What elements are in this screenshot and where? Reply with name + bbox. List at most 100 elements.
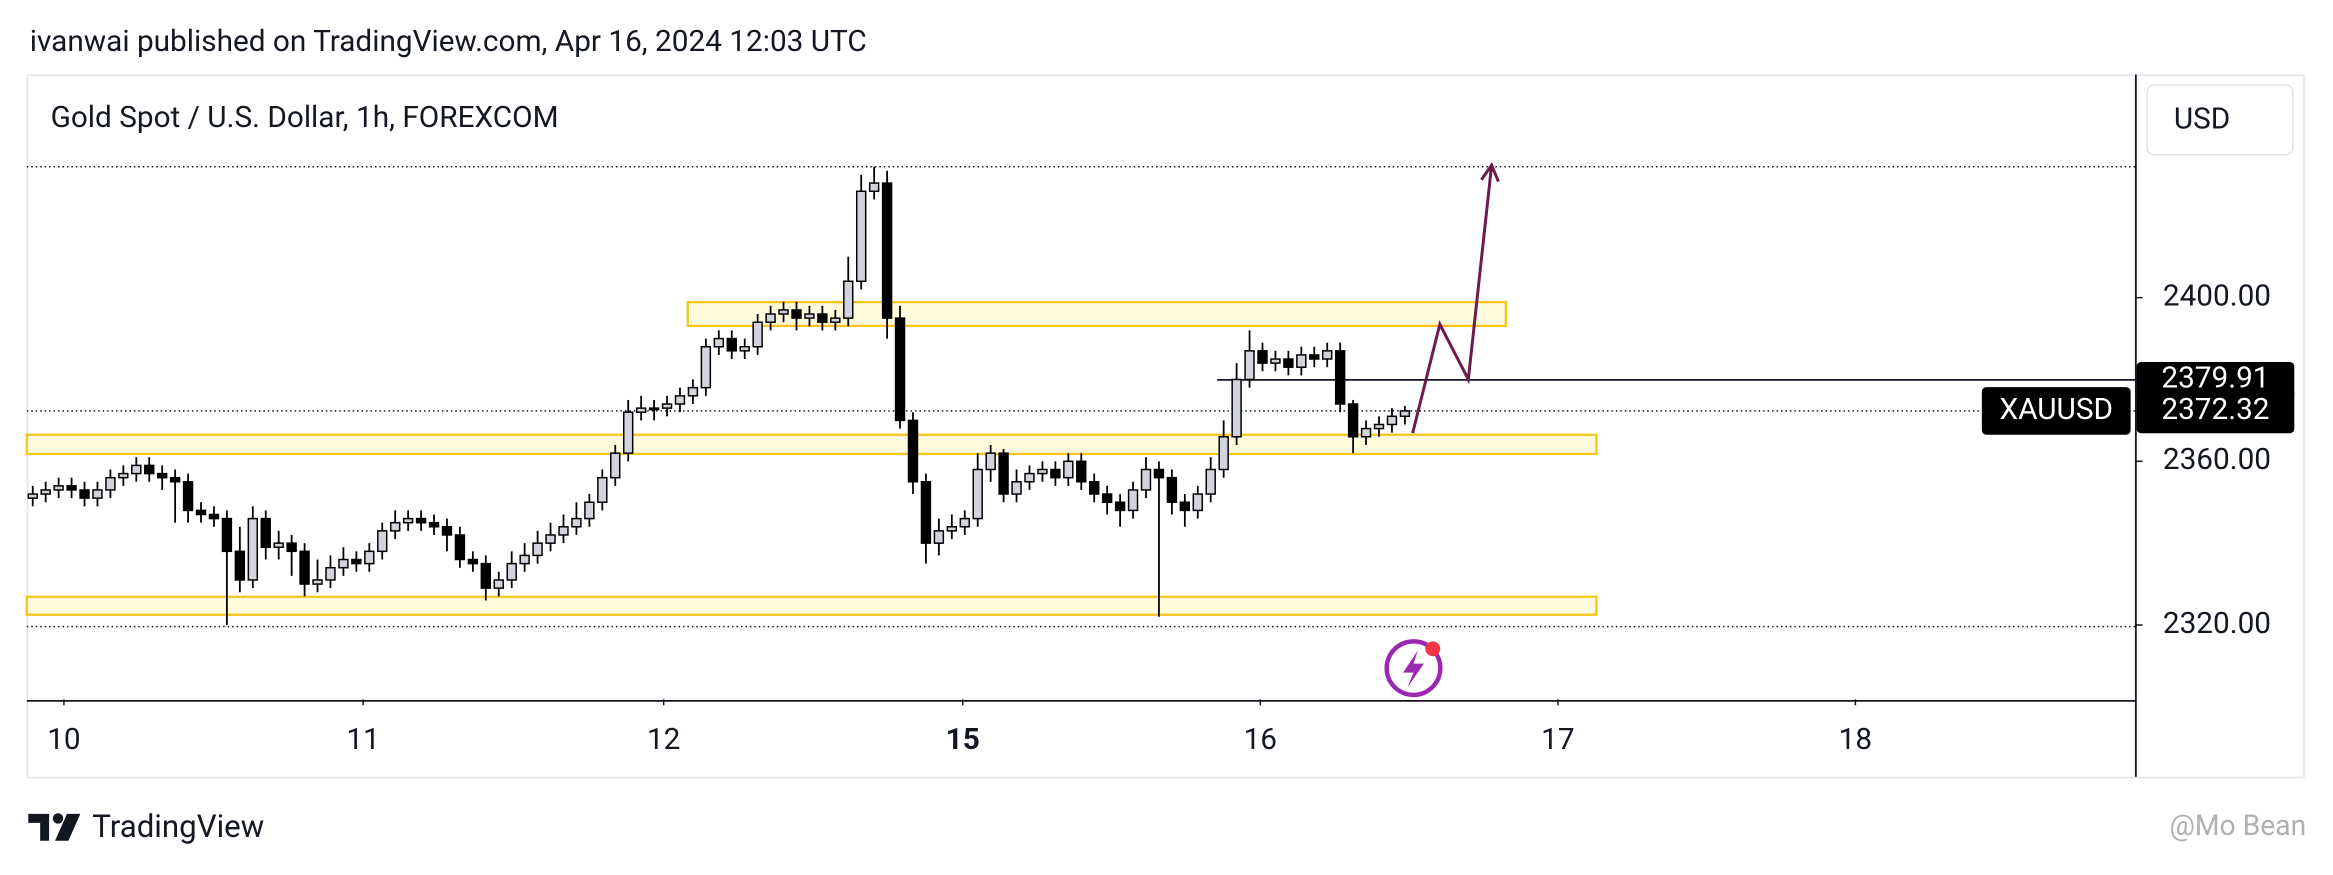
candle-body (92, 489, 103, 499)
zone (25, 595, 1598, 616)
candle-body (1179, 501, 1191, 512)
candle-body (325, 566, 336, 581)
candle-body (1114, 501, 1126, 512)
candle-body (1076, 460, 1087, 483)
currency-box[interactable] (2146, 84, 2294, 156)
candle-body (286, 542, 297, 553)
candle-body (972, 468, 983, 520)
candle-body (933, 530, 945, 544)
alert-icon[interactable] (1384, 639, 1443, 698)
x-tick-label: 18 (1839, 722, 1872, 757)
candle-body (1127, 489, 1139, 512)
candle-body (1373, 423, 1385, 430)
candle-body (364, 550, 375, 565)
candle-body (402, 517, 414, 524)
candle-body (506, 562, 517, 581)
candle-body (1334, 350, 1346, 405)
candle-body (454, 534, 466, 561)
candle-body (817, 313, 828, 323)
candle-body (1231, 378, 1242, 438)
x-tick-label: 10 (47, 722, 80, 757)
candle-body (169, 476, 181, 483)
candle-body (1347, 403, 1359, 438)
chart-frame (26, 74, 2305, 779)
candle-body (66, 485, 77, 491)
candle-body (1037, 468, 1048, 475)
candle-body (480, 562, 492, 589)
candle-body (195, 509, 207, 516)
candle-body (622, 411, 634, 454)
candle-body (1205, 468, 1216, 495)
plot (25, 161, 2136, 628)
candle-body (221, 517, 233, 553)
candle-body (532, 542, 543, 557)
candle-body (1166, 476, 1178, 503)
logo-part (55, 813, 81, 841)
candle-body (1399, 410, 1411, 418)
brand-logo (28, 813, 81, 841)
price-tag-label: 2372.32 (2161, 392, 2269, 427)
candle-body (545, 534, 556, 544)
x-tick-label: 12 (647, 722, 680, 757)
candle-body (804, 313, 815, 319)
price-tag (2136, 388, 2295, 434)
candle-body (674, 395, 686, 405)
candle-body (273, 542, 284, 548)
candle-body (661, 403, 673, 409)
candle-body (700, 346, 712, 389)
candle-body (1063, 460, 1074, 479)
candle-body (597, 476, 608, 503)
projection-path (1411, 164, 1494, 434)
candle-body (648, 407, 660, 411)
candle-body (1309, 354, 1320, 360)
candle-body (156, 472, 168, 479)
candle-body (247, 517, 259, 581)
candle-body (428, 521, 440, 528)
candle-body (739, 346, 750, 352)
candle-body (920, 481, 932, 544)
y-tick-label: 2320.00 (2163, 606, 2271, 641)
candle-body (53, 485, 64, 491)
candle-body (131, 464, 142, 475)
alert-ring (1384, 639, 1443, 698)
candle-body (79, 489, 90, 499)
candle-body (726, 337, 737, 352)
candle-body (40, 489, 51, 495)
alert-dot (1425, 641, 1441, 657)
candle-body (415, 517, 427, 524)
candle-body (1218, 436, 1229, 471)
candle-body (1140, 468, 1152, 491)
candle-body (1257, 350, 1268, 364)
candle-body (493, 579, 504, 589)
candle-body (299, 550, 310, 585)
candle-body (830, 317, 841, 323)
logo-part (28, 813, 50, 841)
chart-title: Gold Spot / U.S. Dollar, 1h, FOREXCOM (51, 100, 559, 135)
x-tick-label: 15 (946, 722, 980, 757)
candle-body (868, 182, 880, 193)
candle-body (467, 558, 479, 565)
candle-body (610, 452, 621, 479)
header: ivanwai published on TradingView.com, Ap… (30, 24, 867, 59)
candle-body (881, 182, 893, 319)
candle-body (338, 558, 349, 569)
candle-body (907, 419, 919, 483)
candle-body (998, 452, 1009, 495)
candle-body (1011, 481, 1022, 495)
candle-body (1024, 472, 1035, 483)
candle-body (713, 337, 725, 348)
brand: TradingView (92, 808, 264, 845)
candle-body (441, 526, 453, 536)
candle-body (985, 452, 996, 471)
x-tick-label: 17 (1541, 722, 1574, 757)
candle-body (894, 317, 906, 422)
candle-body (1244, 350, 1255, 381)
candle-body (584, 501, 595, 520)
candle-body (856, 190, 867, 283)
candle-body (519, 554, 530, 565)
candle-body (687, 386, 699, 397)
candle-body (1386, 415, 1398, 426)
